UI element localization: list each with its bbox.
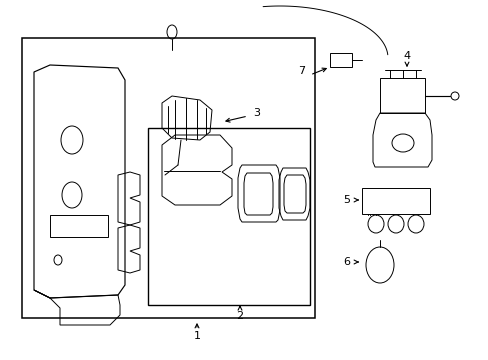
Bar (361, 188, 429, 214)
Text: 4: 4 (403, 51, 410, 61)
Text: 6: 6 (343, 257, 350, 267)
Text: 2: 2 (236, 311, 243, 321)
Bar (22, 38, 314, 318)
Text: 1: 1 (193, 331, 200, 341)
Bar (50, 215, 108, 237)
Text: 3: 3 (253, 108, 260, 118)
Text: 5: 5 (343, 195, 350, 205)
Text: 7: 7 (298, 66, 305, 76)
Bar (329, 53, 351, 67)
Bar (148, 128, 309, 305)
Bar (379, 78, 424, 113)
